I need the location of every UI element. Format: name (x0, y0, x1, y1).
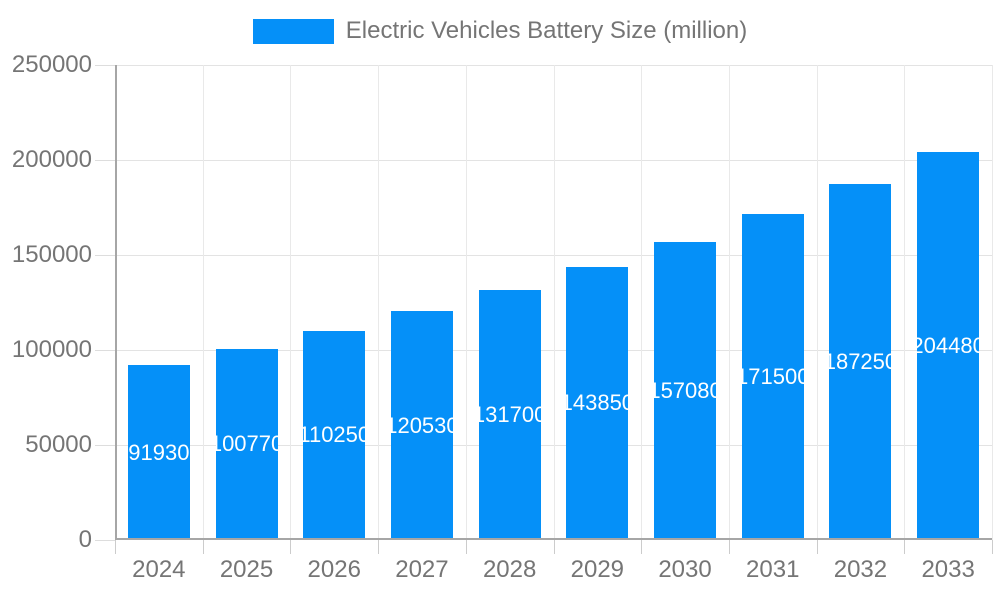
bar[interactable]: 204480 (917, 151, 980, 540)
vertical-gridline (553, 65, 555, 540)
vertical-gridline (378, 65, 380, 540)
bar[interactable]: 110250 (303, 330, 366, 540)
y-axis-tick-label: 250000 (11, 51, 92, 78)
y-axis-tick (95, 540, 115, 541)
x-axis-tick-label: 2031 (746, 556, 800, 583)
x-axis-tick-label: 2024 (132, 556, 186, 583)
bar[interactable]: 157080 (654, 241, 717, 540)
bar-value-label: 171500 (741, 364, 804, 390)
x-axis-tick (816, 540, 818, 554)
bar-value-label: 100770 (215, 431, 278, 457)
bar[interactable]: 120530 (390, 311, 453, 540)
x-axis-tick-label: 2026 (307, 556, 361, 583)
x-axis-tick-label: 2033 (921, 556, 975, 583)
y-axis-tick (95, 350, 115, 351)
vertical-gridline (641, 65, 643, 540)
x-axis-tick (553, 540, 555, 554)
vertical-gridline (904, 65, 906, 540)
bar-value-label: 110250 (303, 422, 366, 448)
x-axis-tick (378, 540, 380, 554)
x-axis-tick-label: 2029 (570, 556, 625, 583)
x-axis-tick (290, 540, 292, 554)
bar-value-label: 120530 (390, 412, 453, 438)
y-axis-tick-label: 150000 (11, 241, 92, 268)
x-axis-tick-label: 2030 (658, 556, 712, 583)
vertical-gridline (290, 65, 292, 540)
legend-label: Electric Vehicles Battery Size (million) (345, 17, 748, 44)
vertical-gridline (728, 65, 730, 540)
plot-area: 91930 100770 110250 120530 131700 143850 15708… (115, 65, 993, 540)
x-axis-line (115, 538, 992, 540)
bar-value-label: 131700 (478, 401, 541, 427)
bar[interactable]: 100770 (215, 348, 278, 540)
bar[interactable]: 91930 (127, 365, 190, 540)
y-axis-tick-label: 200000 (11, 146, 92, 173)
bar-value-label: 157080 (654, 377, 717, 403)
x-axis-tick (202, 540, 204, 554)
bar[interactable]: 171500 (741, 214, 804, 540)
y-axis-tick (95, 255, 115, 256)
x-axis-tick (728, 540, 730, 554)
vertical-gridline (816, 65, 818, 540)
x-axis-tick-label: 2025 (219, 556, 274, 583)
vertical-gridline (992, 65, 993, 540)
bar[interactable]: 143850 (566, 266, 629, 540)
x-axis-tick (904, 540, 906, 554)
x-axis-tick-label: 2032 (833, 556, 888, 583)
bar-value-label: 91930 (128, 439, 190, 465)
bar-value-label: 187250 (829, 349, 892, 375)
legend-swatch (252, 18, 334, 44)
y-axis-tick-label: 0 (78, 526, 92, 553)
x-axis-tick (641, 540, 643, 554)
x-axis-tick (115, 540, 116, 554)
y-axis-tick (95, 160, 115, 161)
bar[interactable]: 131700 (478, 289, 541, 540)
y-axis-tick-label: 100000 (11, 336, 92, 363)
x-axis-tick (992, 540, 993, 554)
vertical-gridline (465, 65, 467, 540)
chart-legend: Electric Vehicles Battery Size (million) (0, 17, 1000, 45)
bar-value-label: 143850 (566, 390, 629, 416)
bar[interactable]: 187250 (829, 184, 892, 540)
y-axis-tick (95, 65, 115, 66)
y-axis-tick (95, 445, 115, 446)
bar-value-label: 204480 (917, 332, 980, 358)
y-axis-tick-label: 50000 (25, 431, 92, 458)
x-axis-tick-label: 2028 (482, 556, 537, 583)
vertical-gridline (202, 65, 204, 540)
x-axis-tick (465, 540, 467, 554)
y-axis-line (115, 65, 117, 540)
x-axis-tick-label: 2027 (395, 556, 449, 583)
